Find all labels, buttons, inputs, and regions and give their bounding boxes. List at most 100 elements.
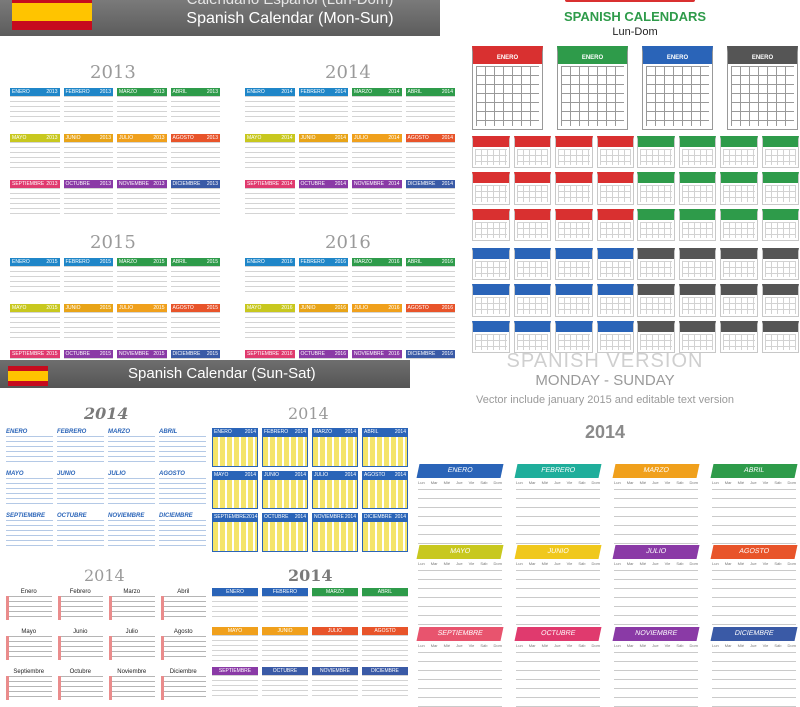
mini-month: ENERO [6, 428, 53, 464]
day-grid [352, 312, 402, 342]
mini-month-header: NOVIEMBRE 2016 [352, 350, 402, 358]
day-grid [109, 596, 155, 620]
mini-month: AGOSTO 2015 [170, 304, 220, 342]
mini-month-header: OCTUBRE [57, 513, 87, 519]
mini-month-header: NOVIEMBRE 2015 [117, 350, 167, 358]
mini-month: JULIO 2014 [352, 134, 402, 172]
month-name: DICIEMBRE [364, 514, 392, 521]
weekday-label: Vie [468, 480, 475, 485]
month-name: FEBRERO [300, 259, 325, 265]
weekday-label: Mar [528, 561, 536, 567]
month-year: 2014 [441, 181, 453, 187]
day-grid [213, 479, 257, 509]
month-name: ENERO [226, 589, 244, 595]
weekday-label: Vie [762, 561, 769, 567]
small-calendar-header [721, 323, 757, 332]
small-calendar [472, 208, 510, 241]
weekday-label: Mié [443, 642, 451, 648]
small-calendar-days [516, 297, 548, 314]
weekday-row: Lun Mar Mié Jue Vie Sáb Dom [418, 480, 502, 485]
day-grid [57, 676, 103, 700]
day-grid [363, 437, 407, 466]
small-calendar-header [514, 139, 550, 147]
month-name: ENERO [247, 259, 265, 265]
flag-spain-2 [8, 366, 48, 386]
mini-month: SEPTIEMBRE 2014 [245, 180, 295, 218]
day-grid [108, 478, 155, 506]
mini-month-header: AGOSTO 2014 [362, 470, 408, 479]
plain-calendar-grid: Enero Febrero Marzo Abril Mayo Junio Julio Agos… [6, 588, 206, 700]
ribbon-month-header: SEPTIEMBRE [416, 626, 504, 641]
mini-month: ENERO 2014 [245, 88, 295, 126]
weekday-label: Jue [554, 642, 561, 648]
month-name: DICIEMBRE [407, 181, 436, 187]
small-calendar-header [721, 175, 757, 184]
mini-month: JULIO 2016 [352, 304, 402, 342]
year-label: 2014 [325, 62, 371, 83]
small-calendar-header [597, 323, 633, 332]
day-grid [245, 266, 295, 296]
small-calendar-header [721, 139, 757, 147]
blue-tile-calendar-grid: ENERO 2014 FEBRERO 2014 MARZO 2014 ABRIL 2014 MA… [212, 428, 408, 552]
day-grid [213, 437, 257, 466]
weekday-label: Sáb [480, 642, 488, 648]
weekday-label: Jue [750, 642, 757, 648]
top-right-panel: SPANISH CALENDARS Lun-Dom ENERO ENERO ENER… [470, 0, 800, 360]
mini-month: MAYO 2014 [212, 470, 258, 510]
day-grid [170, 188, 220, 218]
weekday-label: Mar [724, 561, 732, 567]
small-calendar-header [638, 139, 674, 147]
ribbon-month: FEBRERO Lun Mar Mié Jue Vie Sáb Dom [514, 464, 602, 545]
ribbon-month-header: ENERO [416, 464, 504, 478]
mini-month-header: JUNIO [262, 627, 308, 636]
month-name: MAYO [214, 471, 229, 478]
weekday-row: Lun Mar Mié Jue Vie Sáb Dom [614, 480, 698, 485]
month-name: AGOSTO [172, 135, 194, 141]
day-grid [418, 651, 502, 707]
mini-month-header: MARZO 2015 [117, 258, 167, 266]
month-name: JUNIO [277, 628, 293, 635]
small-calendar [678, 320, 716, 353]
mini-month-header: SEPTIEMBRE 2014 [212, 513, 258, 522]
small-calendar [596, 284, 634, 317]
month-name: JUNIO [65, 135, 81, 141]
month-name: MARZO [354, 259, 373, 265]
mini-month-header: Noviembre [117, 669, 147, 675]
day-grid [405, 96, 455, 126]
mini-month-header: NOVIEMBRE 2014 [352, 180, 402, 188]
mini-month-header: MARZO 2014 [312, 428, 358, 436]
small-calendar-header [762, 251, 798, 259]
day-grid [418, 570, 502, 626]
ribbon-month: JUNIO Lun Mar Mié Jue Vie Sáb Dom [514, 545, 602, 626]
mini-month: FEBRERO 2015 [63, 258, 113, 296]
mini-month: SEPTIEMBRE [212, 666, 258, 700]
mini-month: JUNIO [57, 470, 104, 506]
weekday-label: Vie [566, 561, 573, 567]
small-calendar [637, 248, 675, 281]
quadrant-year: 2014 [288, 404, 329, 423]
month-name: SEPTIEMBRE [218, 667, 252, 674]
small-calendar-header [721, 287, 757, 296]
mini-month-header: AGOSTO 2016 [405, 304, 455, 312]
weekday-label: Mié [639, 480, 647, 485]
small-calendar-days [681, 221, 713, 238]
mini-month: ABRIL [159, 428, 206, 464]
mini-month: FEBRERO 2014 [262, 428, 308, 467]
mini-month: MAYO [212, 627, 258, 661]
ribbon-month-header: JULIO [612, 545, 700, 560]
day-grid [245, 142, 295, 172]
flag-spain-icon [12, 0, 92, 30]
mini-month-header: MAYO 2015 [10, 304, 60, 312]
day-grid [614, 651, 698, 707]
month-year: 2015 [99, 351, 111, 357]
top-left-title2: Spanish Calendar (Mon-Sun) [186, 10, 394, 27]
small-calendar-header [473, 175, 509, 184]
small-calendar-header [597, 251, 633, 259]
small-calendar [555, 208, 593, 241]
mini-month: Mayo [6, 628, 52, 660]
small-calendar-group [637, 136, 799, 241]
month-name: DICIEMBRE [407, 351, 436, 357]
mini-month: MAYO 2016 [245, 304, 295, 342]
month-name: FEBRERO [300, 89, 325, 95]
mini-month-header: ABRIL [159, 429, 178, 435]
